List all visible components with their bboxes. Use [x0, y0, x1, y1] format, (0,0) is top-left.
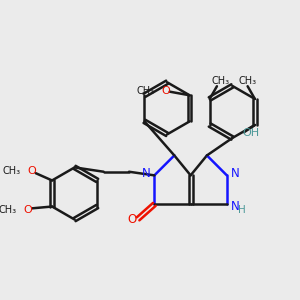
Text: H: H: [238, 205, 246, 215]
Text: CH₃: CH₃: [212, 76, 230, 86]
Text: CH₃: CH₃: [238, 76, 257, 86]
Text: O: O: [23, 205, 32, 215]
Text: N: N: [230, 167, 239, 180]
Text: OH: OH: [242, 128, 259, 138]
Text: CH₃: CH₃: [136, 86, 154, 96]
Text: CH₃: CH₃: [0, 205, 17, 215]
Text: CH₃: CH₃: [2, 167, 20, 176]
Text: O: O: [27, 167, 36, 176]
Text: N: N: [142, 167, 151, 180]
Text: N: N: [230, 200, 239, 213]
Text: O: O: [161, 86, 170, 96]
Text: O: O: [127, 213, 136, 226]
